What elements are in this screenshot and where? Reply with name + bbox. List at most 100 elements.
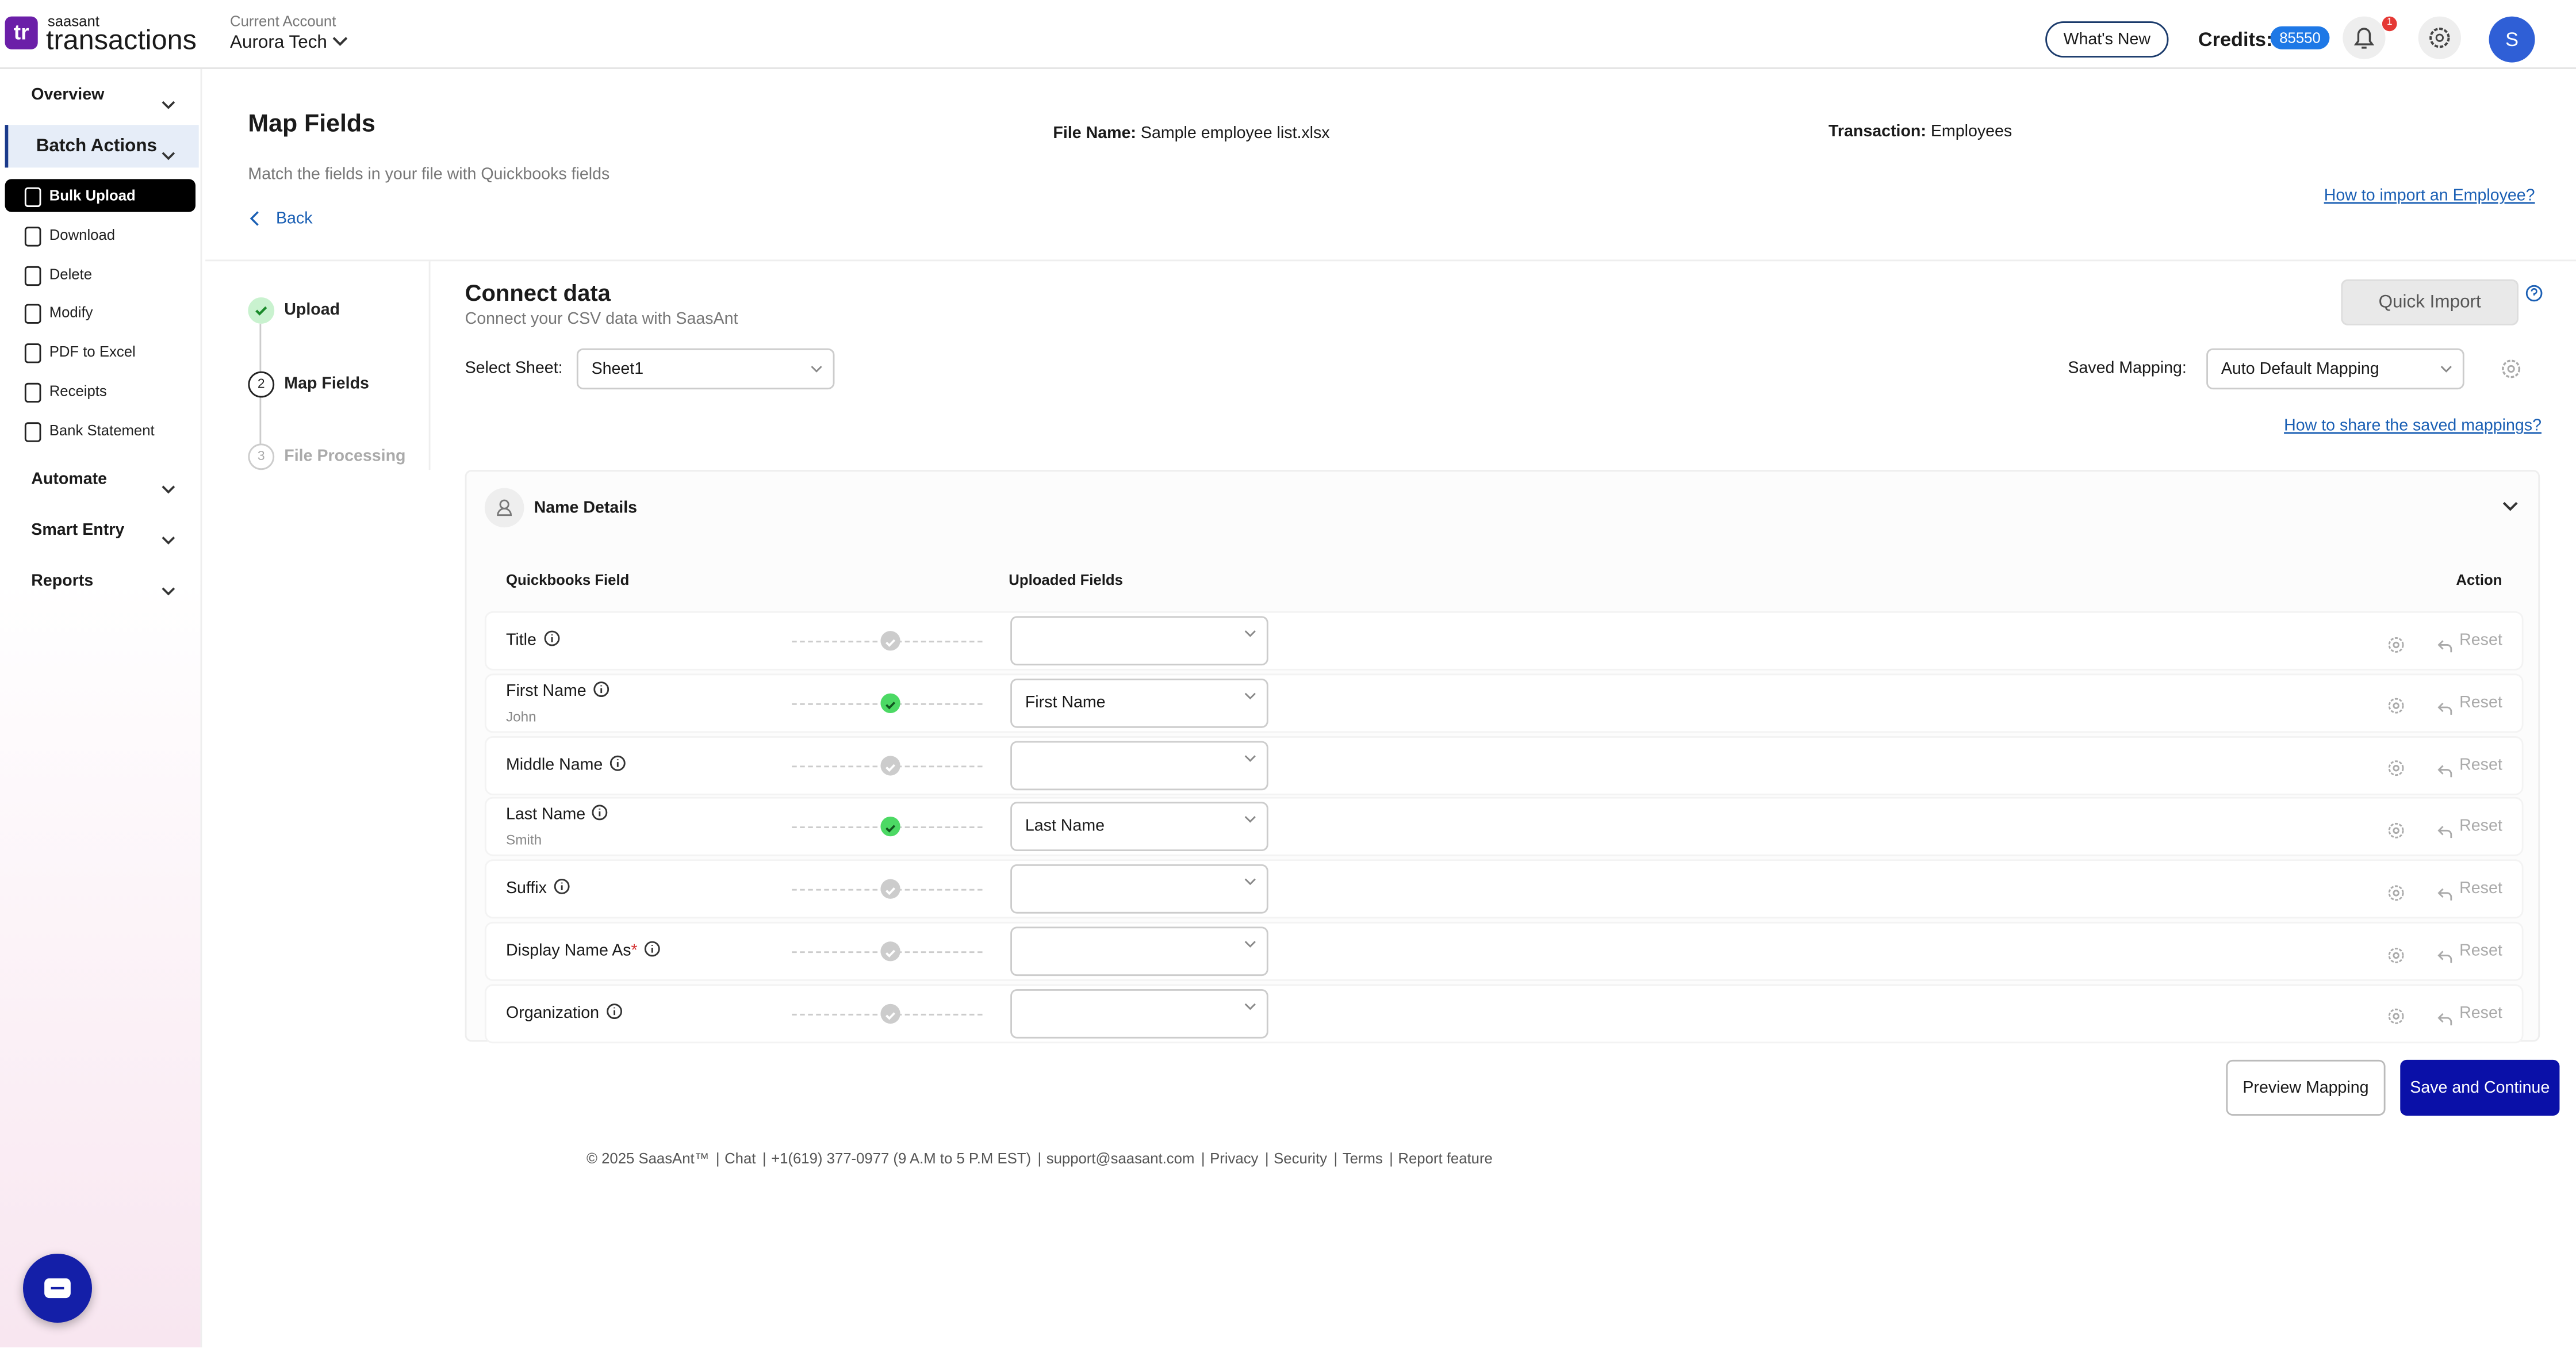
gear [2388,822,2404,838]
sheet-value: Sheet1 [591,359,644,378]
footer-item[interactable]: Terms [1342,1150,1383,1167]
avatar[interactable]: S [2489,16,2535,63]
field-name: Title [506,631,536,650]
reset-button[interactable]: Reset [2459,942,2502,960]
row-settings[interactable] [2387,1005,2405,1034]
row-settings[interactable] [2387,880,2405,910]
reset-button[interactable]: Reset [2459,694,2502,712]
help-link[interactable]: How to import an Employee? [2324,187,2535,206]
reset-icon [2436,819,2453,848]
nav-section[interactable]: Smart Entry [31,522,125,540]
reset-button[interactable]: Reset [2459,756,2502,774]
reset-icon [2436,943,2453,972]
step-label: File Processing [284,447,406,466]
chevron [811,365,822,372]
nav-item[interactable]: Receipts [49,382,107,400]
nav-item[interactable]: Bank Statement [49,422,155,439]
check-icon [255,306,267,316]
footer-item[interactable]: +1(619) 377-0977 (9 A.M to 5 P.M EST) [771,1150,1032,1167]
chevron [2440,365,2452,372]
chevron [1244,879,1256,886]
quick-import[interactable]: Quick Import [2341,279,2518,325]
preview-mapping[interactable]: Preview Mapping [2226,1059,2386,1116]
footer-item[interactable]: Privacy [1210,1150,1259,1167]
notifications[interactable] [2343,16,2386,59]
connect-subtitle: Connect your CSV data with SaasAnt [465,311,738,329]
row-settings[interactable] [2387,694,2405,723]
nav-item[interactable]: Modify [49,304,93,321]
nav-section[interactable]: Batch Actions [36,136,157,156]
share-link[interactable]: How to share the saved mappings? [2284,417,2542,436]
undo [2437,702,2452,715]
row-settings[interactable] [2387,818,2405,848]
collapse[interactable] [2502,501,2518,512]
chat-icon [44,1278,71,1299]
check [885,701,896,709]
nav-icon [24,266,41,286]
uploaded-select[interactable] [1010,989,1268,1039]
mapping-select[interactable]: Auto Default Mapping [2206,348,2464,390]
field-label: Title [506,630,559,652]
uploaded-value: First Name [1025,694,1106,712]
reset-icon [2436,1005,2453,1035]
nav-section[interactable]: Reports [31,572,94,591]
footer-item[interactable]: Chat [724,1150,756,1167]
nav-item[interactable]: PDF to Excel [49,343,136,360]
account-label: Current Account [230,13,336,30]
check [885,887,896,895]
row-settings[interactable] [2387,943,2405,972]
product: transactions [46,24,197,56]
uploaded-select[interactable]: First Name [1010,678,1268,728]
save-continue[interactable]: Save and Continue [2400,1059,2560,1116]
back-icon[interactable] [248,210,264,227]
help-icon[interactable] [2525,284,2543,302]
info-icon [553,879,570,900]
reset-button[interactable]: Reset [2459,631,2502,650]
mapping-settings[interactable] [2501,358,2522,380]
back-link[interactable]: Back [276,210,313,229]
uploaded-select[interactable] [1010,926,1268,976]
nav-item[interactable]: Delete [49,266,93,283]
uploaded-select[interactable] [1010,740,1268,790]
settings[interactable] [2418,16,2461,59]
footer-item[interactable]: Report feature [1398,1150,1493,1167]
info-icon [605,1003,622,1024]
nav-item[interactable]: Bulk Upload [49,187,136,204]
uploaded-select[interactable]: Last Name [1010,802,1268,852]
uploaded-select[interactable] [1010,616,1268,666]
row-settings[interactable] [2387,632,2405,661]
reset-button[interactable]: Reset [2459,818,2502,836]
status-icon [880,631,900,651]
row-settings[interactable] [2387,756,2405,786]
reset-button[interactable]: Reset [2459,1004,2502,1023]
sheet-select[interactable]: Sheet1 [576,348,835,390]
nav-section[interactable]: Automate [31,470,108,489]
info [543,630,559,646]
check [885,949,896,958]
reset-button[interactable]: Reset [2459,880,2502,898]
uploaded-select[interactable] [1010,864,1268,914]
nav-icon [24,382,41,403]
divider [205,259,2576,262]
chevron [162,587,175,596]
chat-button[interactable] [23,1254,92,1323]
undo [2437,889,2452,901]
step-label: Map Fields [284,375,369,394]
gear [2388,884,2404,901]
account-chevron[interactable] [332,35,348,48]
footer-item[interactable]: Security [1274,1150,1328,1167]
reset-icon [2436,757,2453,786]
gear [2388,698,2404,714]
nav-section[interactable]: Overview [31,86,105,105]
account-name[interactable]: Aurora Tech [230,33,327,53]
page-subtitle: Match the fields in your file with Quick… [248,166,610,184]
check [885,763,896,771]
step-marker: 2 [248,371,275,398]
whats-new[interactable]: What's New [2045,21,2169,58]
footer-item[interactable]: support@saasant.com [1046,1150,1195,1167]
info-icon [592,805,609,826]
nav-item[interactable]: Download [49,227,116,243]
separator: | [1264,1150,1269,1167]
info [644,941,660,957]
logo-icon[interactable]: tr [5,16,38,49]
